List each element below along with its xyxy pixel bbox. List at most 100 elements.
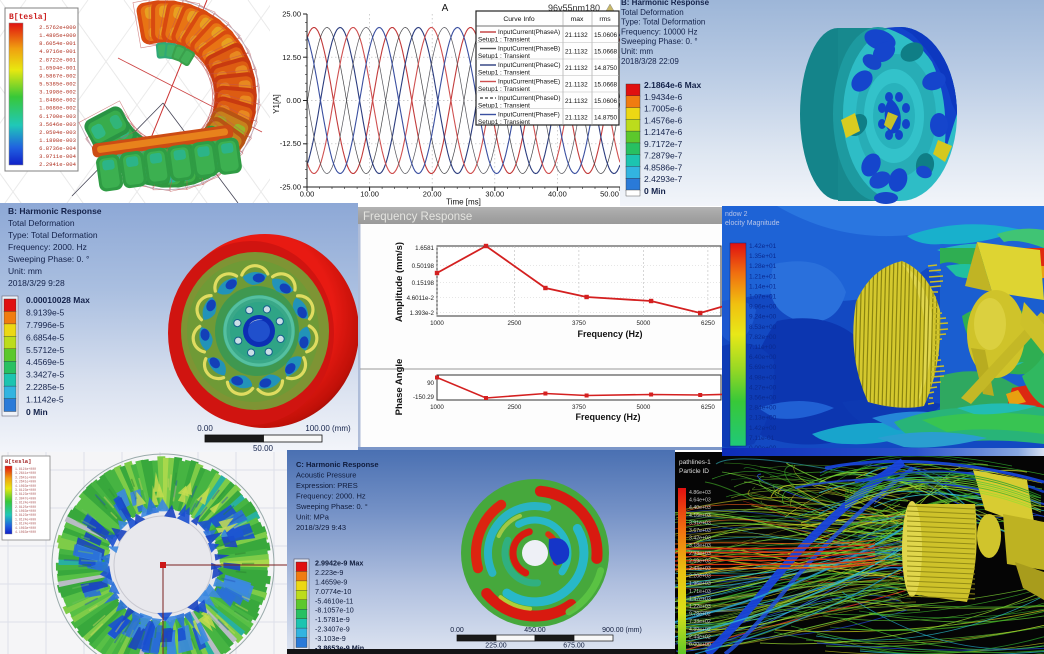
svg-text:-2.3407e-9: -2.3407e-9 bbox=[315, 625, 350, 634]
svg-text:-3.103e-9: -3.103e-9 bbox=[315, 634, 346, 643]
svg-text:4.40e+03: 4.40e+03 bbox=[689, 505, 711, 511]
svg-text:1.8124e+000: 1.8124e+000 bbox=[15, 501, 36, 505]
svg-text:0.00: 0.00 bbox=[286, 96, 301, 105]
svg-text:900.00 (mm): 900.00 (mm) bbox=[602, 627, 642, 634]
svg-text:3.8123e+000: 3.8123e+000 bbox=[15, 513, 36, 517]
svg-text:1.4659e-9: 1.4659e-9 bbox=[315, 577, 347, 586]
svg-text:4.16e+03: 4.16e+03 bbox=[689, 513, 711, 519]
svg-text:3.2641e+000: 3.2641e+000 bbox=[15, 471, 36, 475]
svg-text:Amplitude (mm/s): Amplitude (mm/s) bbox=[394, 242, 405, 322]
svg-text:elocity Magnitude: elocity Magnitude bbox=[725, 220, 780, 227]
svg-text:6250: 6250 bbox=[701, 320, 715, 327]
svg-text:1.4576e-6: 1.4576e-6 bbox=[644, 115, 683, 125]
svg-text:1.8486e-002: 1.8486e-002 bbox=[39, 97, 76, 104]
svg-text:4.89e+02: 4.89e+02 bbox=[689, 627, 711, 633]
svg-text:30.00: 30.00 bbox=[485, 190, 504, 199]
svg-text:Frequency (Hz): Frequency (Hz) bbox=[575, 412, 640, 422]
svg-text:14.8750: 14.8750 bbox=[594, 115, 618, 122]
svg-text:7.82e+00: 7.82e+00 bbox=[749, 334, 777, 341]
svg-text:4.6011e-2: 4.6011e-2 bbox=[407, 295, 435, 302]
svg-text:9.24e+00: 9.24e+00 bbox=[749, 314, 777, 321]
svg-text:Sweeping Phase: 0. °: Sweeping Phase: 0. ° bbox=[621, 37, 698, 46]
svg-text:21.1132: 21.1132 bbox=[565, 82, 588, 89]
svg-text:2.69e+03: 2.69e+03 bbox=[689, 558, 711, 564]
svg-text:1.71e+03: 1.71e+03 bbox=[689, 589, 711, 595]
svg-text:Total Deformation: Total Deformation bbox=[621, 8, 684, 17]
svg-text:225.00: 225.00 bbox=[485, 643, 507, 650]
svg-text:2018/3/28 22:09: 2018/3/28 22:09 bbox=[621, 57, 679, 66]
svg-text:Frequency: 10000 Hz: Frequency: 10000 Hz bbox=[621, 27, 698, 36]
svg-text:5.5712e-5: 5.5712e-5 bbox=[26, 345, 65, 355]
svg-text:Y1[A]: Y1[A] bbox=[272, 94, 281, 114]
svg-text:3.2641e+000: 3.2641e+000 bbox=[15, 480, 36, 484]
svg-text:0.00e+00: 0.00e+00 bbox=[689, 642, 711, 648]
svg-text:Acoustic Pressure: Acoustic Pressure bbox=[296, 471, 356, 480]
svg-text:25.00: 25.00 bbox=[282, 10, 301, 19]
svg-text:1.22e+03: 1.22e+03 bbox=[689, 604, 711, 610]
svg-text:1.8124e+000: 1.8124e+000 bbox=[15, 467, 36, 471]
svg-text:21.1132: 21.1132 bbox=[565, 65, 588, 72]
svg-text:Setup1 : Transient: Setup1 : Transient bbox=[478, 37, 530, 44]
svg-text:2500: 2500 bbox=[508, 320, 522, 327]
svg-text:8.53e+00: 8.53e+00 bbox=[749, 324, 777, 331]
svg-text:Sweeping Phase: 0. °: Sweeping Phase: 0. ° bbox=[8, 254, 89, 264]
svg-text:1.47e+03: 1.47e+03 bbox=[689, 596, 711, 602]
svg-text:Frequency Response: Frequency Response bbox=[363, 211, 472, 223]
svg-text:1.1142e-5: 1.1142e-5 bbox=[26, 395, 64, 405]
svg-text:7.11e-01: 7.11e-01 bbox=[749, 435, 775, 442]
svg-text:5000: 5000 bbox=[637, 404, 651, 411]
svg-text:1.21e+01: 1.21e+01 bbox=[749, 273, 777, 280]
svg-text:50.00: 50.00 bbox=[253, 444, 274, 452]
svg-text:3.2641e+000: 3.2641e+000 bbox=[15, 475, 36, 479]
svg-text:4.1063e+000: 4.1063e+000 bbox=[15, 509, 36, 513]
svg-text:Time [ms]: Time [ms] bbox=[446, 198, 481, 207]
svg-text:14.8750: 14.8750 bbox=[594, 65, 618, 72]
svg-text:9.78e+02: 9.78e+02 bbox=[689, 612, 711, 618]
svg-text:15.0668: 15.0668 bbox=[594, 82, 618, 89]
svg-text:1.42e+00: 1.42e+00 bbox=[749, 425, 777, 432]
svg-text:4.1063e+000: 4.1063e+000 bbox=[15, 526, 36, 530]
svg-text:3.67e+03: 3.67e+03 bbox=[689, 528, 711, 534]
svg-text:450.00: 450.00 bbox=[524, 627, 546, 634]
svg-text:Setup1 : Transient: Setup1 : Transient bbox=[478, 53, 530, 60]
svg-text:2.84e+00: 2.84e+00 bbox=[749, 405, 777, 412]
svg-text:3.91e+03: 3.91e+03 bbox=[689, 520, 711, 526]
svg-text:7.2879e-7: 7.2879e-7 bbox=[644, 151, 683, 161]
svg-text:ndow 2: ndow 2 bbox=[725, 211, 748, 218]
svg-text:Type: Total Deformation: Type: Total Deformation bbox=[8, 230, 98, 240]
svg-text:1.96e+03: 1.96e+03 bbox=[689, 581, 711, 587]
svg-text:1000: 1000 bbox=[430, 320, 444, 327]
svg-text:2.1864e-6 Max: 2.1864e-6 Max bbox=[644, 80, 701, 90]
svg-text:1.28e+01: 1.28e+01 bbox=[749, 263, 777, 270]
svg-text:1.9434e-6: 1.9434e-6 bbox=[644, 92, 683, 102]
svg-text:15.0668: 15.0668 bbox=[594, 49, 618, 56]
svg-text:2.223e-9: 2.223e-9 bbox=[315, 568, 343, 577]
svg-text:1.0680e-002: 1.0680e-002 bbox=[39, 105, 76, 112]
svg-text:0.00010028 Max: 0.00010028 Max bbox=[26, 295, 90, 305]
svg-text:0.15198: 0.15198 bbox=[412, 280, 435, 287]
svg-text:2.3047e+000: 2.3047e+000 bbox=[15, 496, 36, 500]
svg-text:1.07e+01: 1.07e+01 bbox=[749, 294, 777, 301]
svg-text:B: Harmonic Response: B: Harmonic Response bbox=[8, 206, 102, 216]
svg-text:2.93e+03: 2.93e+03 bbox=[689, 551, 711, 557]
svg-text:100.00 (mm): 100.00 (mm) bbox=[305, 424, 351, 433]
svg-text:1.6594e-001: 1.6594e-001 bbox=[39, 64, 77, 71]
svg-text:-12.50: -12.50 bbox=[280, 139, 301, 148]
svg-text:9.7172e-7: 9.7172e-7 bbox=[644, 139, 683, 149]
svg-text:21.1132: 21.1132 bbox=[565, 32, 588, 39]
svg-text:1000: 1000 bbox=[430, 404, 444, 411]
svg-text:B[tesla]: B[tesla] bbox=[5, 458, 31, 465]
svg-text:3.1998e-002: 3.1998e-002 bbox=[39, 89, 76, 96]
svg-text:3.42e+03: 3.42e+03 bbox=[689, 536, 711, 542]
svg-text:2.2285e-5: 2.2285e-5 bbox=[26, 382, 65, 392]
svg-text:A: A bbox=[442, 3, 449, 14]
svg-text:Unit: MPa: Unit: MPa bbox=[296, 513, 330, 522]
svg-text:-5.4610e-11: -5.4610e-11 bbox=[315, 596, 353, 605]
svg-text:2500: 2500 bbox=[508, 404, 522, 411]
svg-text:1.1898e-003: 1.1898e-003 bbox=[39, 137, 76, 144]
svg-text:40.00: 40.00 bbox=[548, 190, 567, 199]
svg-text:B[tesla]: B[tesla] bbox=[9, 13, 47, 22]
svg-text:3.8123e+000: 3.8123e+000 bbox=[15, 488, 36, 492]
svg-text:4.9716e-001: 4.9716e-001 bbox=[39, 48, 77, 55]
svg-text:Unit: mm: Unit: mm bbox=[8, 266, 42, 276]
